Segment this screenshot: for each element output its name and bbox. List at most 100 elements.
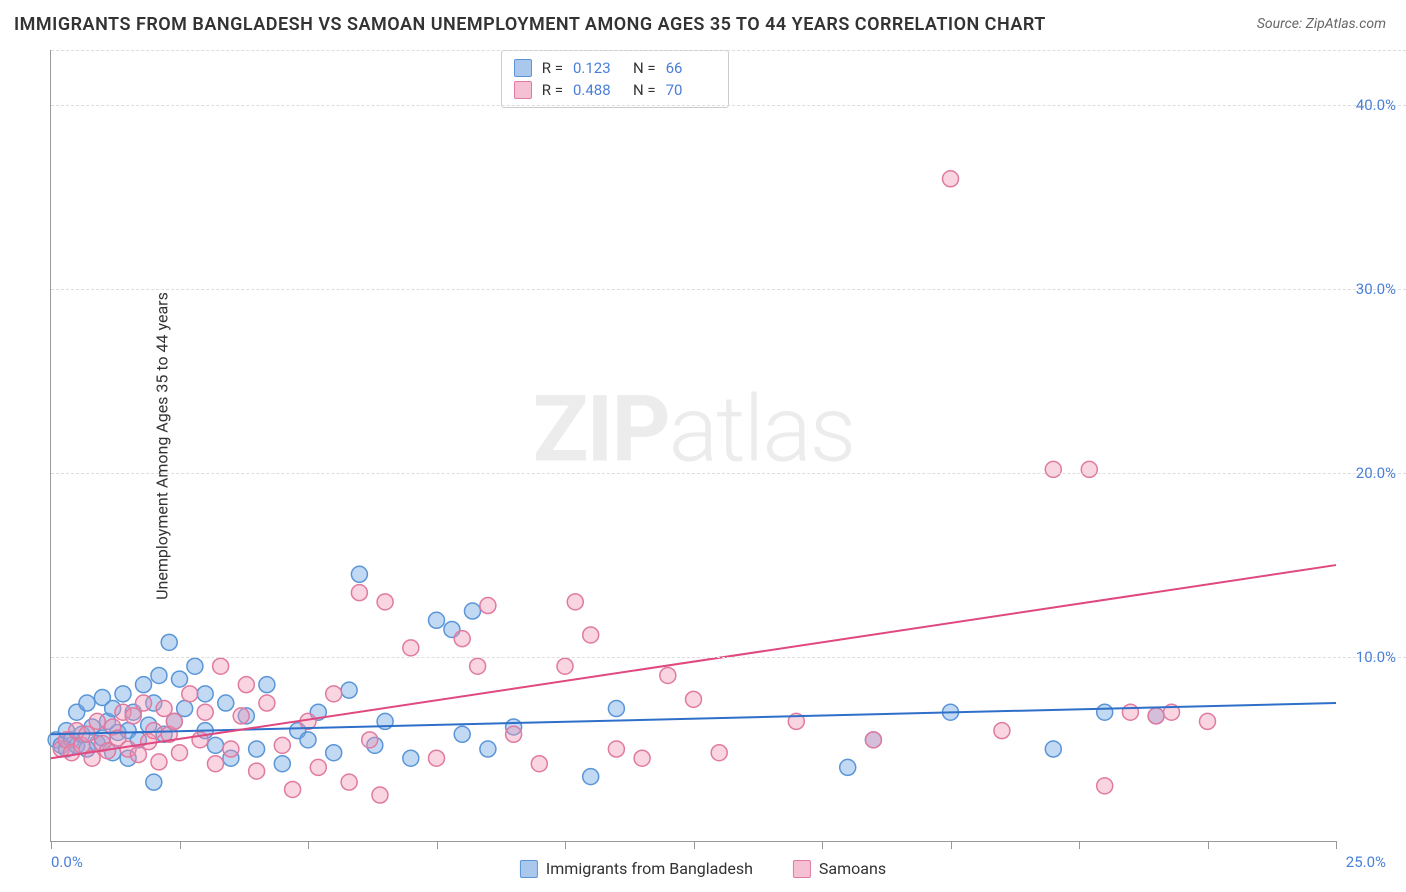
scatter-point [470,658,486,674]
stat-value-r: 0.123 [573,59,623,77]
plot-area: ZIPatlas R = 0.123 N = 66 R = 0.488 N = … [50,50,1336,842]
scatter-point [377,594,393,610]
x-tick [1336,841,1337,849]
scatter-point [300,732,316,748]
scatter-point [464,603,480,619]
scatter-point [351,585,367,601]
scatter-point [207,737,223,753]
scatter-point [429,750,445,766]
scatter-point [557,658,573,674]
stat-label-n: N = [633,59,656,77]
legend-swatch [520,860,538,878]
scatter-point [454,631,470,647]
legend-item: Immigrants from Bangladesh [520,859,753,878]
x-tick [951,841,952,849]
stats-row: R = 0.488 N = 70 [514,79,716,101]
scatter-point [341,682,357,698]
scatter-point [1045,461,1061,477]
y-tick-label: 30.0% [1356,280,1396,298]
scatter-point [1081,461,1097,477]
gridline [51,289,1406,290]
scatter-point [711,745,727,761]
scatter-point [166,713,182,729]
scatter-point [454,726,470,742]
scatter-point [372,787,388,803]
x-tick [180,841,181,849]
x-tick [565,841,566,849]
scatter-point [567,594,583,610]
scatter-point [351,566,367,582]
stat-label-r: R = [542,59,563,77]
scatter-point [341,774,357,790]
scatter-point [146,723,162,739]
scatter-point [285,781,301,797]
legend-item: Samoans [793,859,886,878]
scatter-point [608,741,624,757]
scatter-point [362,732,378,748]
scatter-point [187,658,203,674]
y-tick-label: 10.0% [1356,648,1396,666]
bottom-legend: Immigrants from Bangladesh Samoans [520,859,886,878]
scatter-point [115,686,131,702]
x-tick [1079,841,1080,849]
scatter-point [480,741,496,757]
scatter-point [207,756,223,772]
stats-row: R = 0.123 N = 66 [514,57,716,79]
scatter-point [182,686,198,702]
legend-label: Immigrants from Bangladesh [546,859,753,878]
gridline [51,105,1406,106]
scatter-point [1097,778,1113,794]
source-attribution: Source: ZipAtlas.com [1257,16,1386,32]
legend-swatch [514,81,532,99]
x-tick [1208,841,1209,849]
scatter-point [161,634,177,650]
scatter-point [686,691,702,707]
scatter-point [197,704,213,720]
scatter-point [1045,741,1061,757]
scatter-point [1200,713,1216,729]
scatter-point [326,686,342,702]
scatter-point [583,769,599,785]
scatter-point [89,713,105,729]
scatter-point [608,701,624,717]
x-tick-label: 0.0% [51,853,83,871]
x-tick [51,841,52,849]
scatter-point [136,695,152,711]
y-tick-label: 40.0% [1356,96,1396,114]
scatter-point [310,759,326,775]
gridline [51,657,1406,658]
x-tick [694,841,695,849]
y-tick-label: 20.0% [1356,464,1396,482]
scatter-point [238,677,254,693]
stat-value-r: 0.488 [573,81,623,99]
legend-swatch [793,860,811,878]
scatter-point [274,737,290,753]
scatter-point [660,667,676,683]
x-tick [437,841,438,849]
gridline [51,473,1406,474]
x-tick [822,841,823,849]
scatter-point [249,741,265,757]
scatter-point [403,640,419,656]
scatter-point [274,756,290,772]
scatter-point [79,695,95,711]
scatter-point [172,745,188,761]
scatter-point [943,171,959,187]
scatter-point [151,667,167,683]
chart-title: IMMIGRANTS FROM BANGLADESH VS SAMOAN UNE… [14,14,1046,35]
stat-value-n: 70 [666,81,716,99]
scatter-point [583,627,599,643]
x-tick-label: 25.0% [1346,853,1386,871]
scatter-point [1097,704,1113,720]
x-tick [308,841,309,849]
scatter-point [259,677,275,693]
scatter-point [840,759,856,775]
scatter-point [233,708,249,724]
stats-legend-box: R = 0.123 N = 66 R = 0.488 N = 70 [501,50,729,108]
scatter-point [994,723,1010,739]
scatter-point [1122,704,1138,720]
scatter-point [223,741,239,757]
scatter-point [403,750,419,766]
scatter-point [480,598,496,614]
legend-label: Samoans [819,859,886,878]
